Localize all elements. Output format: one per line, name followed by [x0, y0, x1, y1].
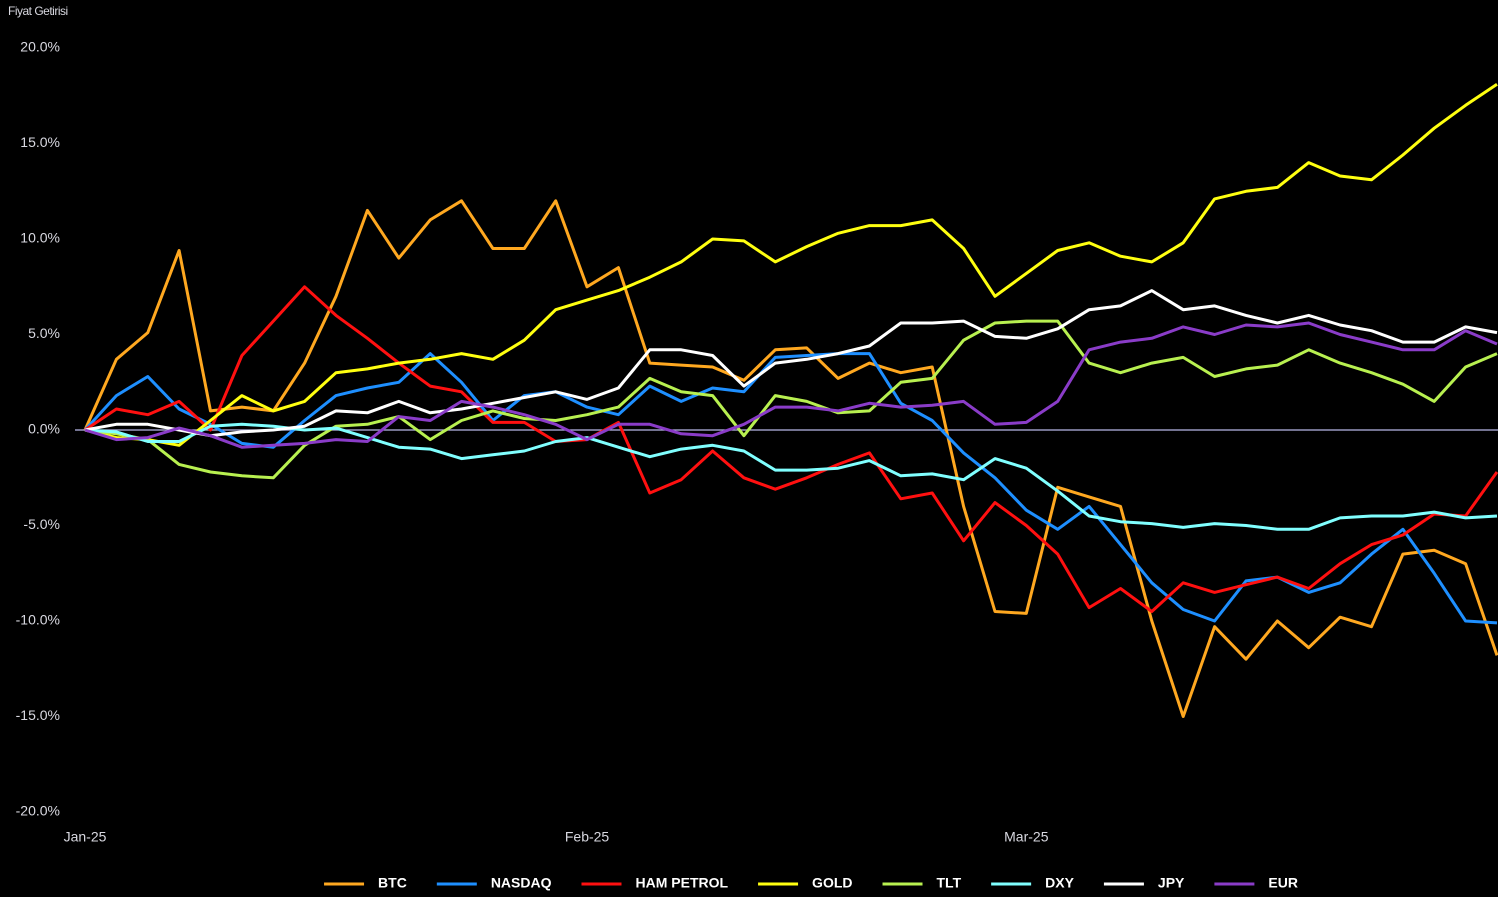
legend-label: BTC — [378, 875, 407, 891]
legend-label: NASDAQ — [491, 875, 552, 891]
series-line — [84, 321, 1498, 449]
series-line — [83, 352, 1498, 625]
y-tick-label: -20.0% — [16, 803, 60, 819]
series-line — [84, 289, 1498, 438]
legend-label: DXY — [1045, 875, 1074, 891]
x-tick-label: Mar-25 — [1004, 829, 1049, 845]
series-line — [84, 319, 1498, 480]
series-line — [84, 83, 1498, 447]
y-axis-label: Fiyat Getirisi — [8, 4, 68, 18]
y-tick-label: 15.0% — [20, 134, 60, 150]
series-line — [83, 199, 1498, 718]
y-tick-label: 0.0% — [28, 421, 60, 437]
legend-label: GOLD — [812, 875, 852, 891]
series-line — [84, 285, 1498, 613]
legend-label: JPY — [1158, 875, 1185, 891]
y-tick-label: 10.0% — [20, 230, 60, 246]
x-tick-label: Feb-25 — [565, 829, 610, 845]
x-tick-label: Jan-25 — [64, 829, 107, 845]
y-tick-label: -5.0% — [23, 516, 60, 532]
y-tick-label: 20.0% — [20, 39, 60, 55]
legend: BTC NASDAQ HAM PETROL GOLD TLT DXY JPY EUR — [324, 875, 1298, 891]
y-tick-label: 5.0% — [28, 325, 60, 341]
series-line — [84, 422, 1498, 531]
y-tick-label: -10.0% — [16, 612, 60, 628]
legend-label: TLT — [937, 875, 962, 891]
y-tick-label: -15.0% — [16, 707, 60, 723]
legend-label: HAM PETROL — [635, 875, 728, 891]
legend-label: EUR — [1268, 875, 1298, 891]
